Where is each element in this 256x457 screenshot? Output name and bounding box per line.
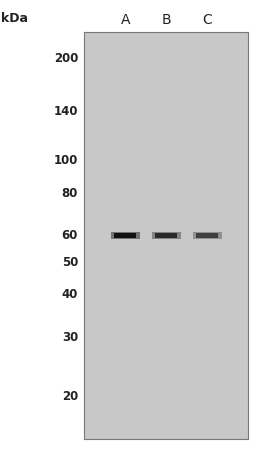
Text: 140: 140 <box>54 105 78 117</box>
Text: 100: 100 <box>54 154 78 167</box>
Text: 40: 40 <box>62 288 78 301</box>
Text: 20: 20 <box>62 390 78 403</box>
Text: 30: 30 <box>62 330 78 344</box>
Text: 200: 200 <box>54 52 78 65</box>
Text: 80: 80 <box>62 186 78 200</box>
Text: C: C <box>202 12 212 27</box>
Text: 50: 50 <box>62 255 78 269</box>
Text: B: B <box>162 12 171 27</box>
Text: A: A <box>121 12 130 27</box>
Text: kDa: kDa <box>1 12 28 25</box>
Text: 60: 60 <box>62 229 78 242</box>
